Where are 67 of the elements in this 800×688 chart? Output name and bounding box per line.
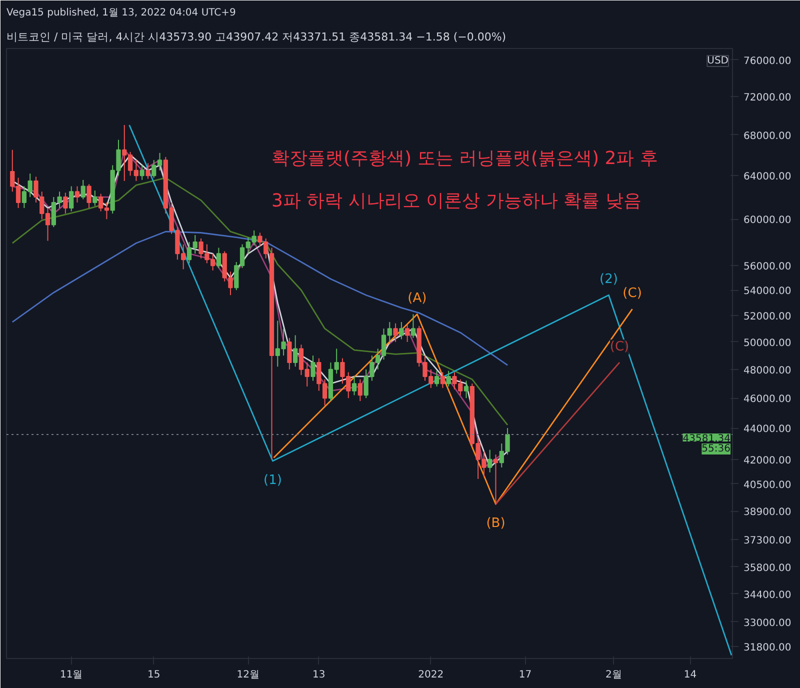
annotation: (1) (264, 472, 282, 488)
annotation: USD (707, 56, 729, 66)
annotation: (C) (622, 286, 642, 302)
x-tick-label: 13 (312, 670, 326, 680)
x-tick-label: 2월 (605, 670, 622, 680)
candlestick (86, 184, 92, 209)
y-tick-label: 44000.00 (744, 424, 792, 436)
y-tick-label: 42000.00 (744, 455, 792, 466)
candlestick (69, 186, 74, 212)
y-tick-label: 50000.00 (744, 338, 792, 349)
chart-subtitle: Vega15 published, 1월 13, 2022 04:04 UTC+9 (6, 8, 236, 18)
y-tick-label: 72000.00 (744, 92, 792, 104)
y-tick-label: 40500.00 (744, 480, 792, 491)
y-tick-label: 60000.00 (744, 215, 792, 226)
candlestick (464, 380, 469, 399)
y-tick-label: 38900.00 (744, 507, 792, 518)
candlestick (393, 322, 398, 342)
x-tick-label: 2022 (418, 670, 444, 680)
candlestick (410, 314, 416, 338)
candlestick (80, 179, 86, 200)
candlestick (140, 164, 144, 180)
candlestick (493, 454, 498, 505)
annotation: 3파 하락 시나리오 이론상 가능하나 확률 낮음 (271, 190, 642, 212)
annotation: (B) (486, 516, 506, 532)
annotation: (A) (408, 291, 427, 306)
x-tick-label: 11월 (60, 670, 83, 680)
y-tick-label: 33000.00 (744, 618, 792, 629)
y-tick-label: 34400.00 (744, 590, 792, 601)
y-tick-label: 31800.00 (744, 642, 792, 654)
candlestick (287, 337, 292, 370)
line-series (12, 230, 508, 366)
ref-line-label: 43581.34 (682, 433, 731, 444)
candlestick (404, 324, 410, 342)
candlestick (310, 355, 316, 382)
y-tick-label: 37300.00 (744, 535, 792, 546)
candlestick (92, 190, 98, 206)
chart-title: 비트코인 / 미국 달러, 4시간 시43573.90 고43907.42 저43371.51 종43581.34 −1.58 (−0.00%) (6, 30, 506, 44)
x-tick-label: 15 (148, 670, 160, 680)
candlestick (434, 370, 440, 387)
candlestick (352, 376, 357, 396)
y-tick-label: 35800.00 (744, 562, 792, 574)
line-series (128, 124, 732, 656)
y-tick-label: 56000.00 (744, 262, 792, 273)
y-tick-label: 48000.00 (744, 365, 792, 376)
y-tick-label: 76000.00 (744, 56, 792, 67)
annotation: (2) (600, 272, 618, 288)
candlestick (358, 378, 362, 402)
candlestick (63, 192, 68, 214)
y-tick-label: 68000.00 (744, 130, 792, 142)
x-tick-label: 14 (684, 670, 697, 680)
y-tick-label: 52000.00 (744, 312, 792, 323)
candlestick (216, 247, 222, 269)
candlestick (74, 186, 80, 204)
candlestick (488, 449, 492, 473)
y-tick-label: 64000.00 (744, 172, 792, 183)
annotation: 확장플랫(주황색) 또는 러닝플랫(붉은색) 2파 후 (271, 148, 658, 169)
candlestick (446, 370, 451, 387)
annotation: 55:36 (702, 443, 731, 454)
y-tick-label: 46000.00 (744, 394, 792, 406)
candlestick (399, 322, 404, 340)
candlestick (293, 334, 298, 368)
x-tick-label: 12월 (236, 670, 260, 680)
x-tick-label: 17 (518, 670, 532, 680)
candlestick (440, 372, 446, 388)
annotation: (C) (610, 339, 630, 354)
y-tick-label: 54000.00 (744, 286, 792, 298)
candlestick (146, 162, 150, 180)
